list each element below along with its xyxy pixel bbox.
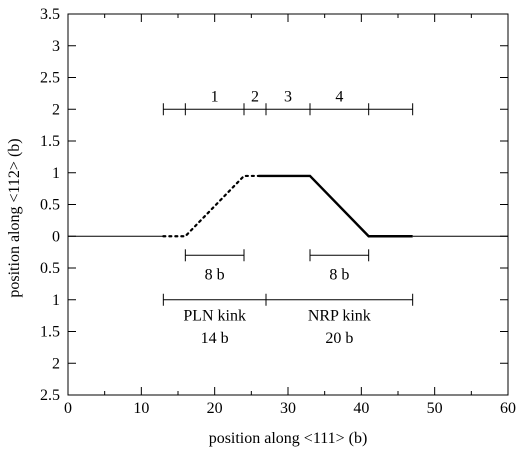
x-tick-label: 10 <box>133 400 149 417</box>
x-tick-label: 20 <box>207 400 223 417</box>
annotation-label: 2 <box>251 89 259 106</box>
y-axis-label: position along <112> (b) <box>6 138 23 297</box>
annotation-label: NRP kink <box>308 308 371 325</box>
y-tick-label: 2.5 <box>40 387 60 404</box>
y-tick-label: 0.5 <box>40 260 60 277</box>
x-tick-label: 30 <box>280 400 296 417</box>
y-tick-label: 1.5 <box>40 133 60 150</box>
y-tick-label: 2 <box>52 355 60 372</box>
annotation-label: 8 b <box>329 266 349 283</box>
y-tick-label: 0.5 <box>40 197 60 214</box>
annotation-label: 8 b <box>205 266 225 283</box>
y-tick-label: 3 <box>52 38 60 55</box>
series-thick-line <box>258 174 413 238</box>
x-axis-label: position along <111> (b) <box>209 430 368 447</box>
annotation-label: 3 <box>284 89 292 106</box>
x-tick-label: 50 <box>427 400 443 417</box>
y-tick-label: 2.5 <box>40 70 60 87</box>
annotation-label: PLN kink <box>183 308 246 325</box>
x-tick-label: 60 <box>500 400 516 417</box>
y-tick-label: 3.5 <box>40 6 60 23</box>
y-tick-label: 2 <box>52 101 60 118</box>
y-tick-label: 1 <box>52 292 60 309</box>
y-tick-label: 1 <box>52 165 60 182</box>
x-tick-label: 40 <box>353 400 369 417</box>
annotation-label: 1 <box>211 89 219 106</box>
annotation-label: 14 b <box>201 330 229 347</box>
annotation-label: 4 <box>335 89 343 106</box>
series-dotted-line <box>162 174 260 238</box>
y-tick-label: 1.5 <box>40 324 60 341</box>
x-tick-label: 0 <box>64 400 72 417</box>
y-tick-label: 0 <box>52 228 60 245</box>
annotation-label: 20 b <box>325 330 353 347</box>
plot-frame <box>67 13 509 396</box>
